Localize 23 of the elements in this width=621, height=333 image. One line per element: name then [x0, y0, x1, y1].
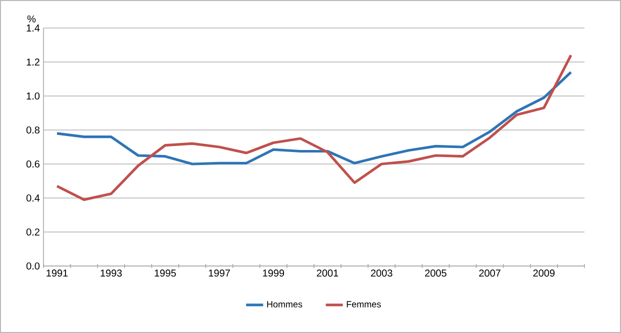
- x-tick-label: 1993: [100, 270, 122, 277]
- y-tick-label: 1.4: [26, 24, 40, 32]
- y-tick-label: 0.8: [26, 126, 40, 134]
- y-tick-label: 0.6: [26, 160, 40, 168]
- x-tick-label: 2007: [479, 270, 500, 277]
- line-series: [56, 70, 572, 166]
- x-tick-label: 1997: [208, 270, 230, 277]
- y-tick-label: 0.2: [26, 228, 40, 236]
- y-tick-label: 0.4: [26, 194, 40, 202]
- x-tick-label: 1995: [154, 270, 176, 277]
- line-series: [56, 54, 572, 201]
- x-tick-label: 2009: [533, 270, 555, 277]
- y-axis-title: %: [27, 15, 36, 22]
- y-tick-label: 1.2: [26, 58, 40, 66]
- x-tick-label: 1999: [263, 270, 284, 277]
- x-tick-label: 2005: [425, 270, 446, 277]
- legend-label: Hommes: [267, 301, 302, 308]
- x-tick-label: 1991: [46, 270, 68, 277]
- x-tick-label: 2001: [316, 270, 338, 277]
- y-tick-label: 1.0: [26, 92, 40, 100]
- legend-label: Femmes: [346, 301, 381, 308]
- x-tick-label: 2003: [370, 270, 392, 277]
- y-tick-label: 0.0: [26, 262, 40, 270]
